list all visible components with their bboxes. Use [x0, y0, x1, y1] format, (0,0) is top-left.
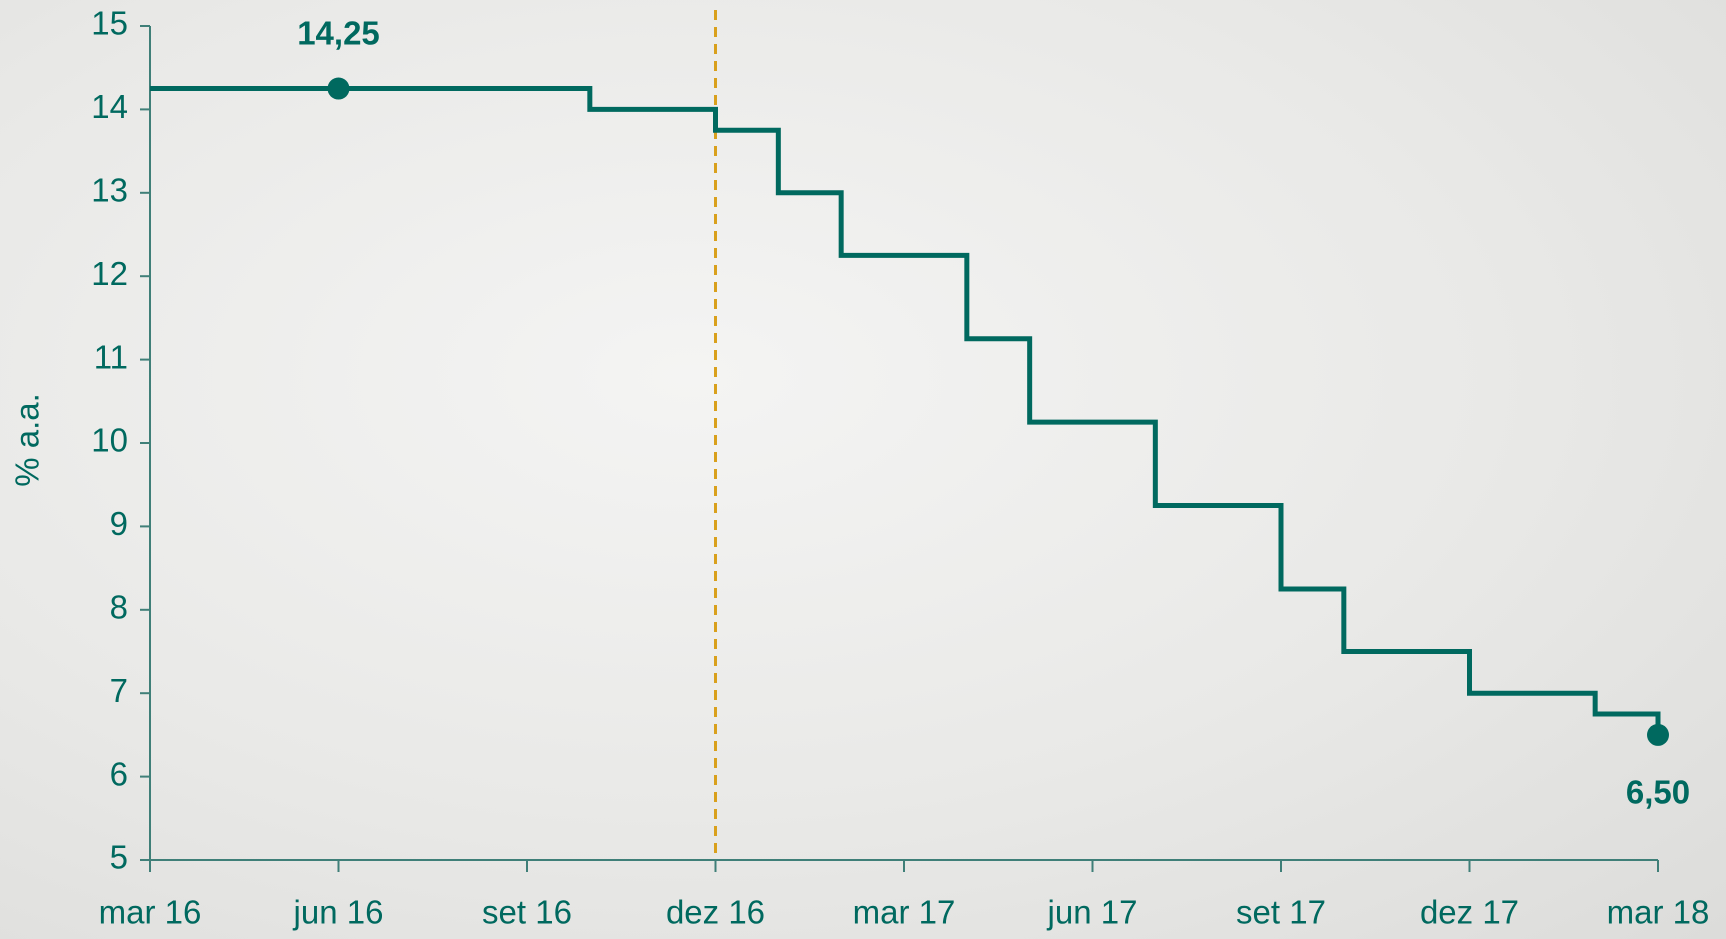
x-tick-label: dez 16 — [666, 894, 765, 931]
y-tick-label: 9 — [110, 505, 128, 542]
y-tick-label: 15 — [91, 5, 128, 42]
annotation-label: 14,25 — [297, 14, 380, 51]
y-tick-label: 14 — [91, 88, 128, 125]
y-tick-label: 13 — [91, 172, 128, 209]
x-tick-label: jun 16 — [293, 894, 384, 931]
annotation-marker — [1647, 723, 1669, 746]
x-tick-label: set 17 — [1236, 894, 1326, 931]
y-tick-label: 6 — [110, 755, 128, 792]
data-line — [150, 86, 1661, 735]
y-tick-label: 5 — [110, 839, 128, 876]
y-tick-label: 11 — [94, 338, 128, 375]
x-tick-label: mar 18 — [1607, 894, 1710, 931]
y-tick-label: 12 — [91, 255, 128, 292]
x-tick-label: mar 17 — [853, 894, 956, 931]
annotation-label: 6,50 — [1626, 774, 1690, 811]
x-tick-label: dez 17 — [1420, 894, 1519, 931]
y-axis-label: % a.a. — [9, 393, 46, 487]
x-tick-label: jun 17 — [1047, 894, 1138, 931]
y-tick-label: 8 — [110, 589, 128, 626]
y-tick-label: 10 — [91, 422, 128, 459]
y-tick-label: 7 — [110, 672, 128, 709]
x-tick-label: mar 16 — [99, 894, 202, 931]
x-tick-label: set 16 — [482, 894, 572, 931]
annotation-marker — [327, 77, 350, 100]
